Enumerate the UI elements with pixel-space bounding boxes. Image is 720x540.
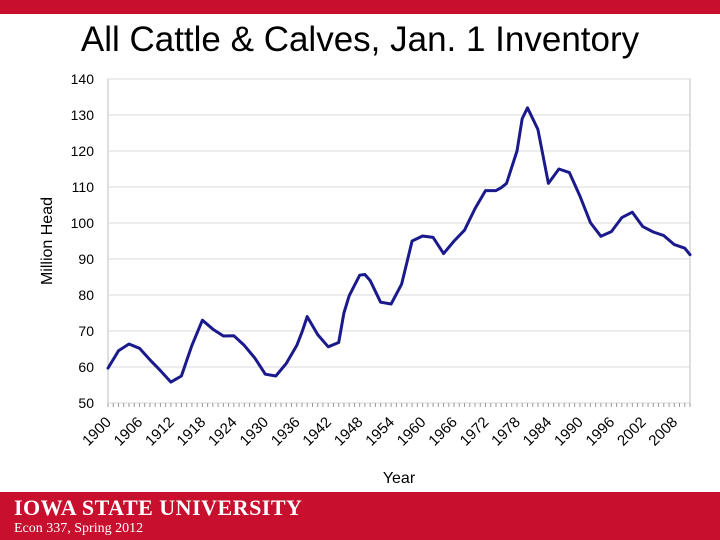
x-tick-label: 2008: [645, 414, 681, 450]
x-axis-ticks: 1900190619121918192419301936194219481954…: [79, 403, 691, 450]
x-tick-label: 1990: [551, 414, 587, 450]
footer-bar: [0, 492, 720, 540]
y-tick-label: 140: [71, 71, 95, 87]
series-line: [106, 106, 692, 384]
x-tick-label: 1978: [488, 414, 524, 450]
x-tick-label: 2002: [614, 414, 650, 450]
y-tick-label: 110: [72, 179, 95, 195]
series-group: [106, 106, 692, 384]
y-tick-label: 50: [78, 395, 94, 411]
x-tick-label: 1936: [268, 414, 304, 450]
x-tick-label: 1948: [331, 414, 367, 450]
y-tick-label: 120: [71, 143, 95, 159]
university-logo-text: IOWA STATE UNIVERSITY: [14, 495, 303, 520]
plot-area: [107, 78, 691, 404]
y-tick-label: 80: [78, 287, 94, 303]
x-axis-label: Year: [383, 470, 416, 487]
x-tick-label: 1984: [520, 414, 556, 450]
y-tick-label: 130: [71, 107, 95, 123]
y-tick-label: 70: [78, 323, 94, 339]
x-tick-label: 1906: [111, 414, 147, 450]
course-label: Econ 337, Spring 2012: [14, 521, 144, 536]
gridlines: [108, 78, 690, 404]
x-tick-label: 1972: [457, 414, 493, 450]
slide-title: All Cattle & Calves, Jan. 1 Inventory: [80, 20, 640, 59]
x-tick-label: 1930: [237, 414, 273, 450]
y-tick-label: 60: [78, 359, 94, 375]
x-tick-label: 1900: [79, 414, 115, 450]
y-tick-label: 90: [78, 251, 94, 267]
y-tick-label: 100: [71, 215, 95, 231]
x-tick-label: 1912: [142, 414, 178, 450]
plot-frame: [107, 78, 691, 404]
y-axis-ticks: 50 60 70 80 90 100 110 120 130 140: [71, 71, 95, 411]
y-axis-label: Million Head: [39, 197, 56, 285]
x-tick-label: 1954: [362, 414, 398, 450]
x-tick-label: 1966: [425, 414, 461, 450]
x-tick-label: 1960: [394, 414, 430, 450]
x-tick-label: 1924: [205, 414, 241, 450]
x-tick-label: 1996: [583, 414, 619, 450]
x-tick-label: 1942: [299, 414, 335, 450]
x-tick-label: 1918: [174, 414, 210, 450]
header-accent-bar: [0, 0, 720, 14]
